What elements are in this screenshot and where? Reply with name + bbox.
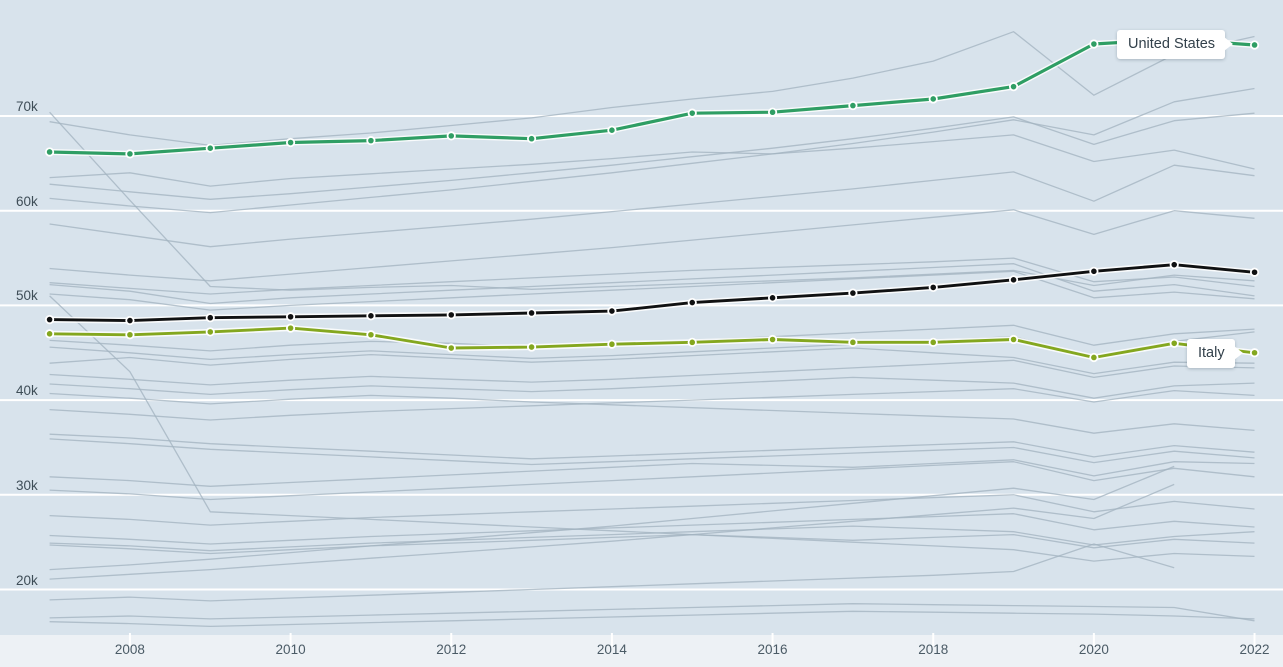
background-country-line <box>49 134 1255 187</box>
united-states-point-2011[interactable] <box>366 136 376 146</box>
unlabeled-black-point-2018[interactable] <box>928 282 938 293</box>
background-country-line <box>49 438 1255 466</box>
italy-point-2012[interactable] <box>446 343 456 353</box>
united-states-point-2007[interactable] <box>44 147 55 157</box>
background-country-line <box>49 603 1255 622</box>
background-country-line <box>49 376 1255 399</box>
label-pointer-icon <box>1233 346 1243 361</box>
unlabeled-black-point-2009[interactable] <box>205 313 215 323</box>
unlabeled-black-point-2012[interactable] <box>446 310 456 320</box>
united-states-point-2017[interactable] <box>848 100 858 111</box>
unlabeled-black-point-2022[interactable] <box>1249 267 1260 277</box>
united-states-point-2013[interactable] <box>526 134 537 144</box>
background-country-line <box>49 295 1255 562</box>
background-country-line <box>49 533 1255 555</box>
italy-point-2014[interactable] <box>607 339 617 349</box>
italy-point-2020[interactable] <box>1089 352 1099 363</box>
unlabeled-black-point-2015[interactable] <box>687 297 697 308</box>
italy-point-2015[interactable] <box>687 337 697 347</box>
italy-point-2018[interactable] <box>928 337 938 347</box>
italy-point-2013[interactable] <box>526 342 537 352</box>
italy-point-2022[interactable] <box>1249 348 1260 358</box>
united-states-line[interactable] <box>49 37 1255 156</box>
unlabeled-black-point-2013[interactable] <box>526 308 537 318</box>
italy-point-2016[interactable] <box>767 334 778 345</box>
italy-point-2017[interactable] <box>848 337 858 347</box>
series-label-united-states-text: United States <box>1128 36 1216 52</box>
united-states-point-2022[interactable] <box>1249 40 1260 50</box>
united-states-point-2019[interactable] <box>1008 82 1019 92</box>
united-states-point-2010[interactable] <box>285 137 296 148</box>
unlabeled-black-line[interactable] <box>49 263 1255 323</box>
background-country-line <box>49 87 1255 214</box>
background-country-line <box>49 359 1255 386</box>
italy-line[interactable] <box>49 326 1255 359</box>
background-country-line <box>49 494 1255 526</box>
italy-point-2019[interactable] <box>1008 334 1019 345</box>
series-label-italy: Italy <box>1187 339 1243 368</box>
unlabeled-black-point-2017[interactable] <box>848 288 858 298</box>
background-country-line <box>49 164 1255 248</box>
background-country-line <box>49 112 1255 200</box>
unlabeled-black-point-2008[interactable] <box>125 315 135 326</box>
united-states-point-2015[interactable] <box>687 108 697 118</box>
italy-point-2011[interactable] <box>366 330 376 340</box>
background-country-line <box>49 465 1175 571</box>
united-states-point-2012[interactable] <box>446 131 456 141</box>
series-label-italy-text: Italy <box>1198 345 1225 361</box>
label-pointer-icon <box>1224 37 1234 52</box>
united-states-point-2008[interactable] <box>125 149 135 159</box>
axis-strip <box>0 635 1283 667</box>
background-country-line <box>49 392 1255 434</box>
unlabeled-black-point-2016[interactable] <box>767 293 778 303</box>
background-country-line <box>49 543 1175 602</box>
background-country-line <box>49 610 1255 628</box>
background-country-line <box>49 513 1255 545</box>
united-states-point-2009[interactable] <box>205 143 215 153</box>
unlabeled-black-point-2014[interactable] <box>607 306 617 316</box>
unlabeled-black-point-2010[interactable] <box>285 312 296 322</box>
background-country-line <box>49 388 1255 421</box>
united-states-point-2020[interactable] <box>1089 39 1099 49</box>
united-states-point-2014[interactable] <box>607 125 617 135</box>
background-country-line <box>49 483 1175 580</box>
italy-point-2021[interactable] <box>1169 338 1179 348</box>
unlabeled-black-point-2011[interactable] <box>366 311 376 321</box>
italy-point-2008[interactable] <box>125 330 135 340</box>
background-country-line <box>49 433 1255 460</box>
unlabeled-black-point-2020[interactable] <box>1089 266 1099 276</box>
background-country-line <box>49 347 1255 375</box>
unlabeled-black-point-2021[interactable] <box>1169 260 1179 270</box>
italy-point-2007[interactable] <box>44 329 55 339</box>
background-country-line <box>49 461 1255 501</box>
united-states-point-2018[interactable] <box>928 94 938 104</box>
unlabeled-black-point-2019[interactable] <box>1008 275 1019 285</box>
background-country-line <box>49 257 1255 295</box>
italy-point-2010[interactable] <box>285 323 296 333</box>
background-country-line <box>49 459 1255 487</box>
italy-point-2009[interactable] <box>205 327 215 337</box>
background-country-line <box>49 209 1255 282</box>
united-states-point-2016[interactable] <box>767 107 778 117</box>
series-label-united-states: United States <box>1117 30 1234 59</box>
unlabeled-black-point-2007[interactable] <box>44 315 55 325</box>
background-country-line <box>49 270 1255 311</box>
